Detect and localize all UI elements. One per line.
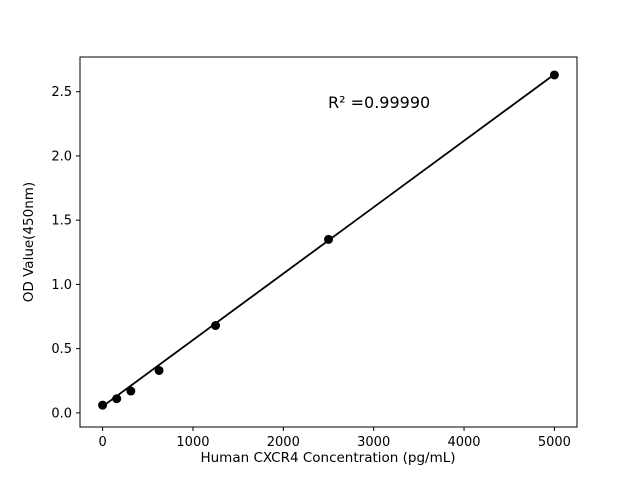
y-tick-label: 0.5 xyxy=(51,342,72,357)
y-axis-label: OD Value(450nm) xyxy=(21,182,37,302)
data-point xyxy=(154,365,164,375)
y-tick-label: 2.5 xyxy=(51,85,72,100)
data-point xyxy=(126,386,136,396)
data-point xyxy=(98,400,108,410)
data-point xyxy=(112,394,122,404)
y-tick-label: 2.0 xyxy=(51,149,72,164)
x-tick-label: 3000 xyxy=(357,435,390,450)
x-tick-label: 4000 xyxy=(447,435,480,450)
r-squared-annotation: R² =0.99990 xyxy=(328,93,430,112)
y-tick-label: 1.0 xyxy=(51,278,72,293)
y-axis-ticks: 0.0 0.5 1.0 1.5 2.0 2.5 xyxy=(51,85,80,421)
data-point xyxy=(211,321,221,331)
y-tick-label: 1.5 xyxy=(51,214,72,229)
data-points xyxy=(98,70,559,410)
x-tick-label: 2000 xyxy=(267,435,300,450)
y-tick-label: 0.0 xyxy=(51,406,72,421)
data-point xyxy=(549,70,559,80)
x-axis-ticks: 0 1000 2000 3000 4000 5000 xyxy=(98,427,571,450)
x-axis-label: Human CXCR4 Concentration (pg/mL) xyxy=(200,450,455,466)
x-tick-label: 0 xyxy=(98,435,106,450)
x-tick-label: 1000 xyxy=(176,435,209,450)
x-tick-label: 5000 xyxy=(538,435,571,450)
plot-border xyxy=(79,56,578,428)
data-point xyxy=(324,234,333,244)
